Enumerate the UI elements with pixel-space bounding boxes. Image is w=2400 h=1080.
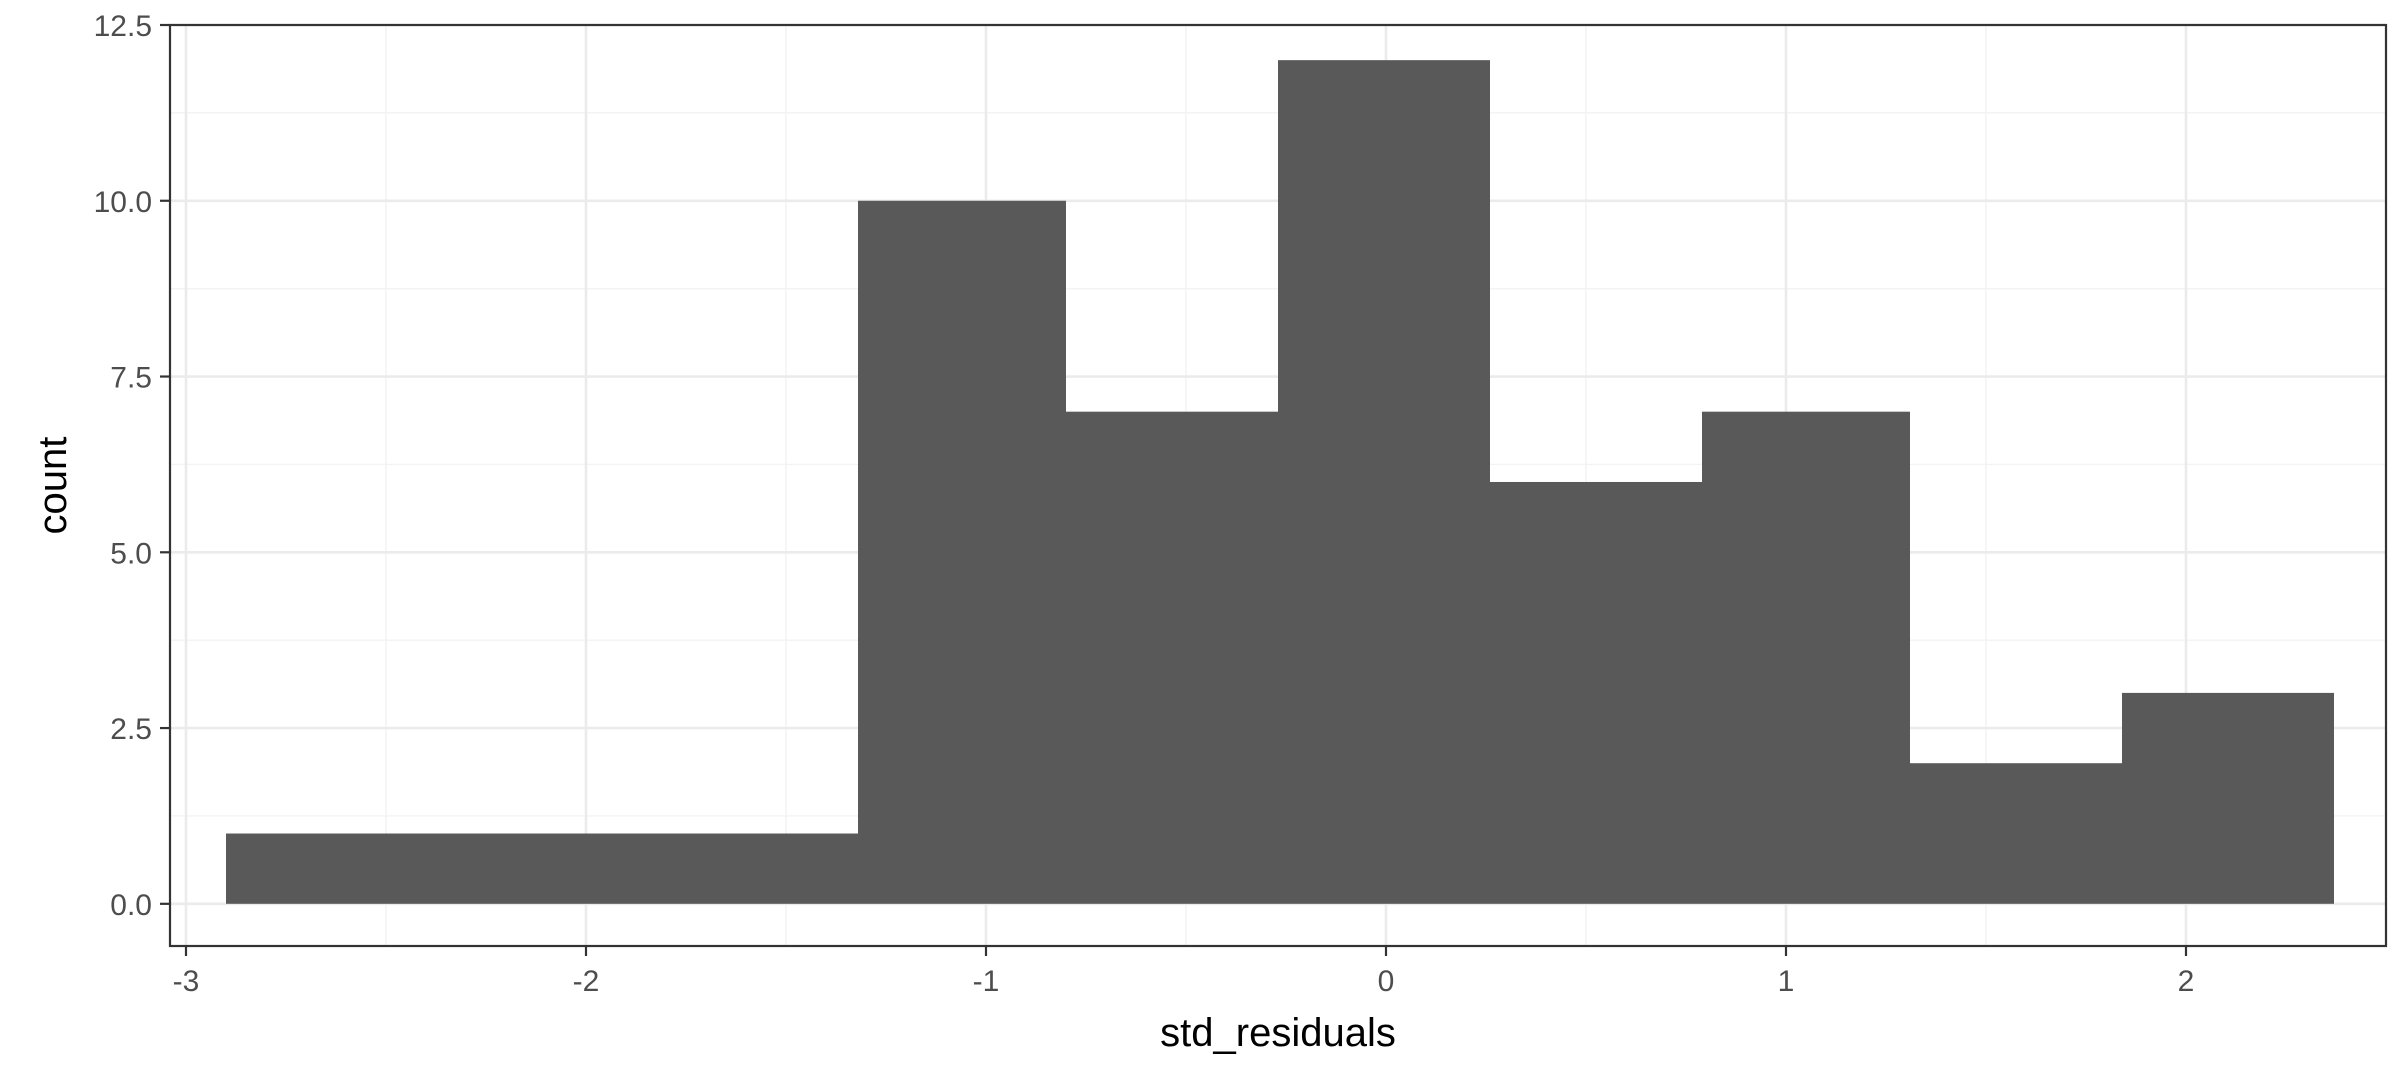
x-tick-label: -1 [973, 965, 1000, 998]
y-tick-label: 10.0 [94, 186, 152, 219]
y-tick-label: 2.5 [110, 713, 152, 746]
histogram-bar [1910, 763, 2122, 904]
histogram-bar [1490, 481, 1702, 904]
x-axis-title: std_residuals [1160, 1011, 1396, 1055]
histogram-bar [1702, 411, 1910, 904]
x-tick-label: -3 [173, 965, 200, 998]
x-tick-label: -2 [573, 965, 600, 998]
panel-border [168, 23, 2388, 948]
histogram-bar [1066, 411, 1278, 904]
y-tick-label: 0.0 [110, 889, 152, 922]
y-tick-label: 12.5 [94, 10, 152, 43]
histogram-bar [2122, 692, 2334, 904]
y-tick-label: 5.0 [110, 537, 152, 570]
x-tick-label: 2 [2178, 965, 2195, 998]
x-tick-label: 1 [1778, 965, 1795, 998]
histogram-bar [858, 200, 1066, 904]
x-tick-label: 0 [1378, 965, 1395, 998]
histogram-bar [1278, 60, 1490, 904]
axes: -3 -2 -1 0 1 2 0.0 2.5 5.0 7.5 10.0 12.5 [94, 10, 2195, 998]
histogram-bars [226, 60, 2334, 904]
histogram-bar [226, 833, 858, 904]
y-axis-title: count [31, 437, 75, 535]
y-tick-label: 7.5 [110, 362, 152, 395]
